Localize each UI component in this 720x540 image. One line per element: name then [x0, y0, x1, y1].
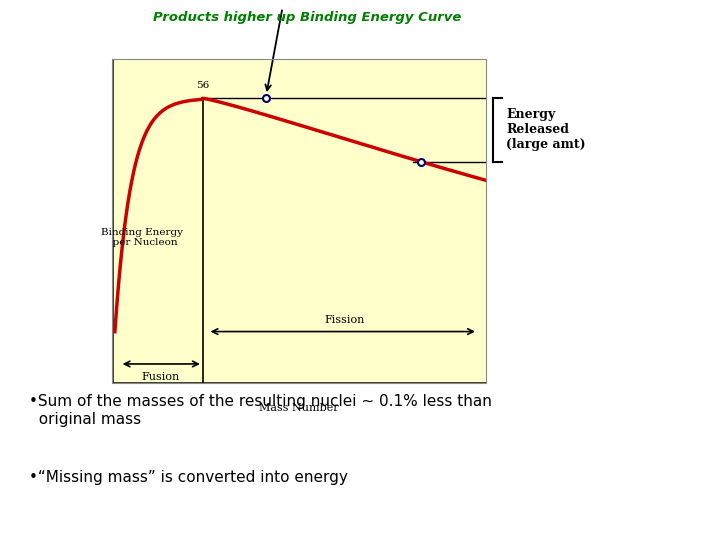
Text: 56: 56: [196, 81, 210, 90]
Text: Fission: Fission: [324, 315, 364, 325]
Text: Energy
Released
(large amt): Energy Released (large amt): [506, 109, 586, 152]
Text: Mass Number: Mass Number: [259, 403, 338, 413]
Text: •Sum of the masses of the resulting nuclei ~ 0.1% less than
  original mass: •Sum of the masses of the resulting nucl…: [29, 394, 492, 427]
Text: Binding Energy
  per Nucleon: Binding Energy per Nucleon: [101, 228, 183, 247]
Text: Products higher up Binding Energy Curve: Products higher up Binding Energy Curve: [153, 11, 461, 24]
Text: Fusion: Fusion: [141, 372, 179, 382]
Text: •“Missing mass” is converted into energy: •“Missing mass” is converted into energy: [29, 470, 348, 485]
